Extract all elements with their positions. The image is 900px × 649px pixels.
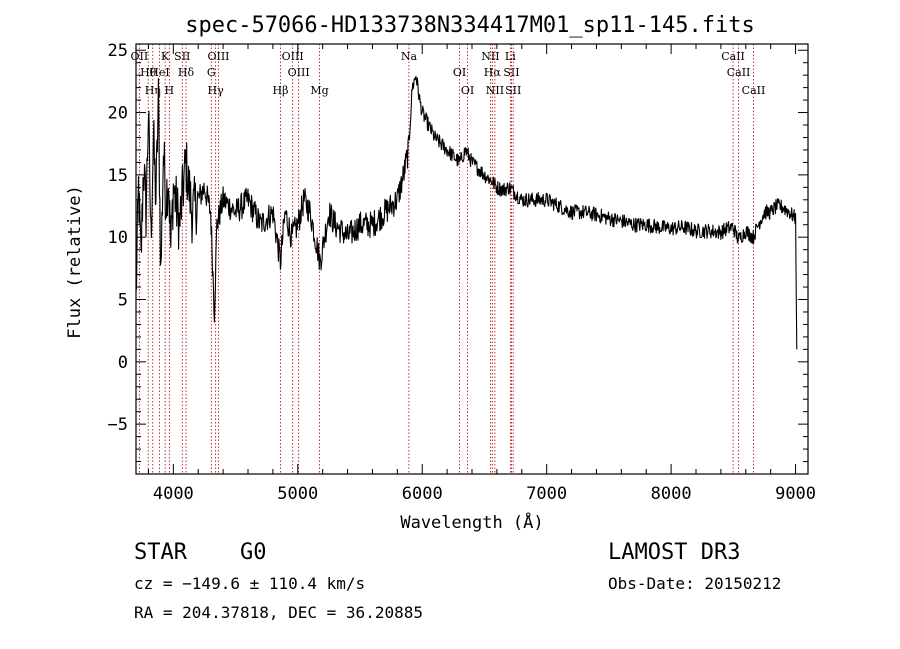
x-tick-label: 4000 bbox=[153, 484, 194, 504]
redshift-cz: cz = −149.6 ± 110.4 km/s bbox=[134, 574, 366, 593]
x-tick-label: 7000 bbox=[526, 484, 567, 504]
line-marker-label: Hη bbox=[145, 84, 161, 97]
x-axis-label: Wavelength (Å) bbox=[400, 511, 543, 533]
y-tick-label: −5 bbox=[108, 415, 128, 435]
line-marker-label: OII bbox=[131, 50, 149, 63]
line-marker-label: Hβ bbox=[273, 84, 289, 97]
y-axis-label: Flux (relative) bbox=[65, 185, 85, 339]
line-marker-label: Hγ bbox=[208, 84, 225, 97]
x-tick-label: 5000 bbox=[277, 484, 318, 504]
y-tick-label: 5 bbox=[118, 291, 128, 311]
line-marker-label: NII bbox=[481, 50, 499, 63]
line-marker-label: SII bbox=[505, 84, 521, 97]
line-marker-label: SII bbox=[174, 50, 190, 63]
survey-name: LAMOST DR3 bbox=[608, 540, 741, 565]
x-tick-label: 8000 bbox=[651, 484, 692, 504]
line-marker-label: SII bbox=[503, 66, 519, 79]
line-marker-label: H bbox=[165, 84, 175, 97]
chart-title: spec-57066-HD133738N334417M01_sp11-145.f… bbox=[185, 13, 755, 38]
y-tick-label: 25 bbox=[108, 41, 128, 61]
obs-date: Obs-Date: 20150212 bbox=[608, 574, 782, 593]
y-tick-label: 10 bbox=[108, 228, 128, 248]
line-marker-label: CaII bbox=[727, 66, 751, 79]
line-marker-label: CaII bbox=[742, 84, 766, 97]
plot-frame bbox=[135, 43, 809, 475]
line-marker-label: Mg bbox=[310, 84, 328, 97]
line-marker-label: Li bbox=[505, 50, 516, 63]
line-marker-label: OIII bbox=[288, 66, 310, 79]
line-marker-label: OIII bbox=[282, 50, 304, 63]
y-tick-label: 15 bbox=[108, 166, 128, 186]
line-marker-label: OI bbox=[461, 84, 474, 97]
line-marker-label: K bbox=[161, 50, 170, 63]
y-tick-label: 20 bbox=[108, 104, 128, 124]
line-marker-label: OIII bbox=[207, 50, 229, 63]
line-marker-label: Hδ bbox=[178, 66, 195, 79]
spectrum-line bbox=[135, 75, 798, 350]
line-marker-label: NII bbox=[486, 84, 504, 97]
line-marker-label: Hα bbox=[484, 66, 502, 79]
object-subclass: G0 bbox=[240, 540, 267, 565]
line-marker-label: CaII bbox=[721, 50, 745, 63]
line-marker-label: Na bbox=[401, 50, 418, 63]
x-tick-label: 6000 bbox=[402, 484, 443, 504]
line-marker-label: HeI bbox=[149, 66, 169, 79]
line-marker-label: OI bbox=[453, 66, 466, 79]
y-tick-label: 0 bbox=[118, 353, 128, 373]
x-tick-label: 9000 bbox=[775, 484, 816, 504]
coordinates: RA = 204.37818, DEC = 36.20885 bbox=[134, 603, 423, 622]
line-marker-label: G bbox=[207, 66, 216, 79]
object-type: STAR bbox=[134, 540, 187, 565]
